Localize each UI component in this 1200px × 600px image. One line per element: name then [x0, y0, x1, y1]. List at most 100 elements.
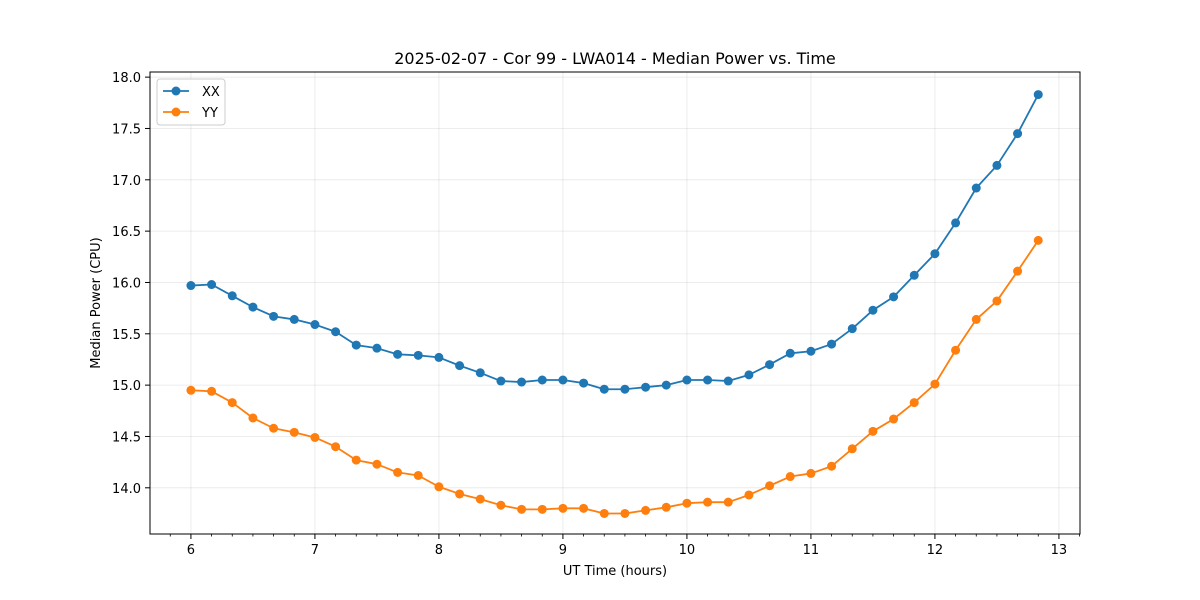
legend: XX YY [156, 78, 226, 126]
data-point-yy [558, 503, 568, 513]
data-point-yy [248, 413, 258, 423]
data-point-xx [868, 305, 878, 315]
data-point-xx [827, 339, 837, 349]
data-point-xx [248, 302, 258, 312]
data-point-yy [599, 508, 609, 518]
x-tick-label: 6 [187, 543, 195, 558]
data-point-xx [496, 376, 506, 386]
data-point-yy [620, 508, 630, 518]
y-tick-label: 14.0 [112, 482, 141, 497]
data-point-xx [703, 375, 713, 385]
legend-marker-xx [171, 86, 181, 96]
data-point-xx [186, 281, 196, 291]
x-axis-label: UT Time (hours) [563, 564, 667, 579]
data-point-yy [951, 345, 961, 355]
data-point-xx [455, 361, 465, 371]
legend-marker-yy [171, 107, 181, 117]
data-point-xx [765, 360, 775, 370]
data-point-yy [269, 423, 279, 433]
data-point-xx [806, 346, 816, 356]
data-point-yy [661, 502, 671, 512]
data-point-yy [207, 386, 217, 396]
data-point-yy [971, 314, 981, 324]
data-point-xx [289, 314, 299, 324]
data-point-xx [599, 384, 609, 394]
data-point-xx [992, 160, 1002, 170]
data-point-yy [889, 414, 899, 424]
data-point-xx [558, 375, 568, 385]
data-point-xx [537, 375, 547, 385]
data-point-xx [744, 370, 754, 380]
y-tick-label: 15.5 [112, 328, 141, 343]
y-tick-label: 16.0 [112, 276, 141, 291]
data-point-xx [517, 377, 527, 387]
data-point-xx [682, 375, 692, 385]
data-point-yy [992, 296, 1002, 306]
data-point-xx [785, 348, 795, 358]
data-point-xx [930, 249, 940, 259]
data-point-xx [351, 340, 361, 350]
data-point-yy [847, 444, 857, 454]
data-point-xx [951, 218, 961, 228]
data-point-yy [537, 504, 547, 514]
y-tick-label: 15.0 [112, 379, 141, 394]
data-point-yy [868, 426, 878, 436]
data-point-yy [827, 461, 837, 471]
data-point-yy [496, 500, 506, 510]
x-tick-label: 10 [679, 543, 696, 558]
data-point-xx [661, 380, 671, 390]
data-point-yy [331, 442, 341, 452]
y-axis-label: Median Power (CPU) [89, 237, 104, 368]
plot-frame [149, 71, 1081, 535]
data-point-xx [310, 320, 320, 330]
data-point-yy [930, 379, 940, 389]
data-point-yy [785, 472, 795, 482]
data-point-xx [475, 368, 485, 378]
data-point-xx [723, 376, 733, 386]
data-point-xx [620, 384, 630, 394]
data-point-yy [806, 468, 816, 478]
data-point-yy [682, 498, 692, 508]
data-point-xx [207, 280, 217, 290]
data-point-xx [971, 183, 981, 193]
data-point-yy [310, 432, 320, 442]
x-tick-label: 9 [559, 543, 567, 558]
data-point-xx [909, 270, 919, 280]
data-point-yy [351, 455, 361, 465]
data-point-xx [889, 292, 899, 302]
data-point-yy [289, 427, 299, 437]
data-point-yy [186, 385, 196, 395]
data-point-xx [413, 350, 423, 360]
data-point-yy [1013, 266, 1023, 276]
data-point-yy [455, 489, 465, 499]
grid [150, 72, 1080, 534]
data-point-yy [372, 459, 382, 469]
data-point-xx [1033, 90, 1043, 100]
data-point-xx [393, 349, 403, 359]
legend-label-yy: YY [201, 106, 218, 121]
y-tick-label: 17.5 [112, 122, 141, 137]
data-point-xx [331, 327, 341, 337]
data-point-xx [579, 378, 589, 388]
x-tick-label: 7 [311, 543, 319, 558]
series-layer [186, 90, 1043, 518]
data-point-yy [413, 470, 423, 480]
data-point-yy [579, 503, 589, 513]
x-tick-label: 11 [803, 543, 820, 558]
data-point-yy [393, 467, 403, 477]
data-point-xx [372, 343, 382, 353]
x-tick-label: 13 [1051, 543, 1068, 558]
x-tick-label: 12 [927, 543, 944, 558]
chart-title: 2025-02-07 - Cor 99 - LWA014 - Median Po… [394, 49, 836, 68]
y-tick-label: 16.5 [112, 225, 141, 240]
data-point-yy [703, 497, 713, 507]
data-point-xx [641, 382, 651, 392]
data-point-yy [517, 504, 527, 514]
ticks: 6 7 8 9 10 11 12 13 14.0 14.5 15.0 15.5 16.0 16.5 17.0… [112, 71, 1080, 558]
y-tick-label: 18.0 [112, 71, 141, 86]
data-point-yy [641, 505, 651, 515]
data-point-xx [434, 352, 444, 362]
data-point-yy [744, 490, 754, 500]
data-point-yy [434, 482, 444, 492]
